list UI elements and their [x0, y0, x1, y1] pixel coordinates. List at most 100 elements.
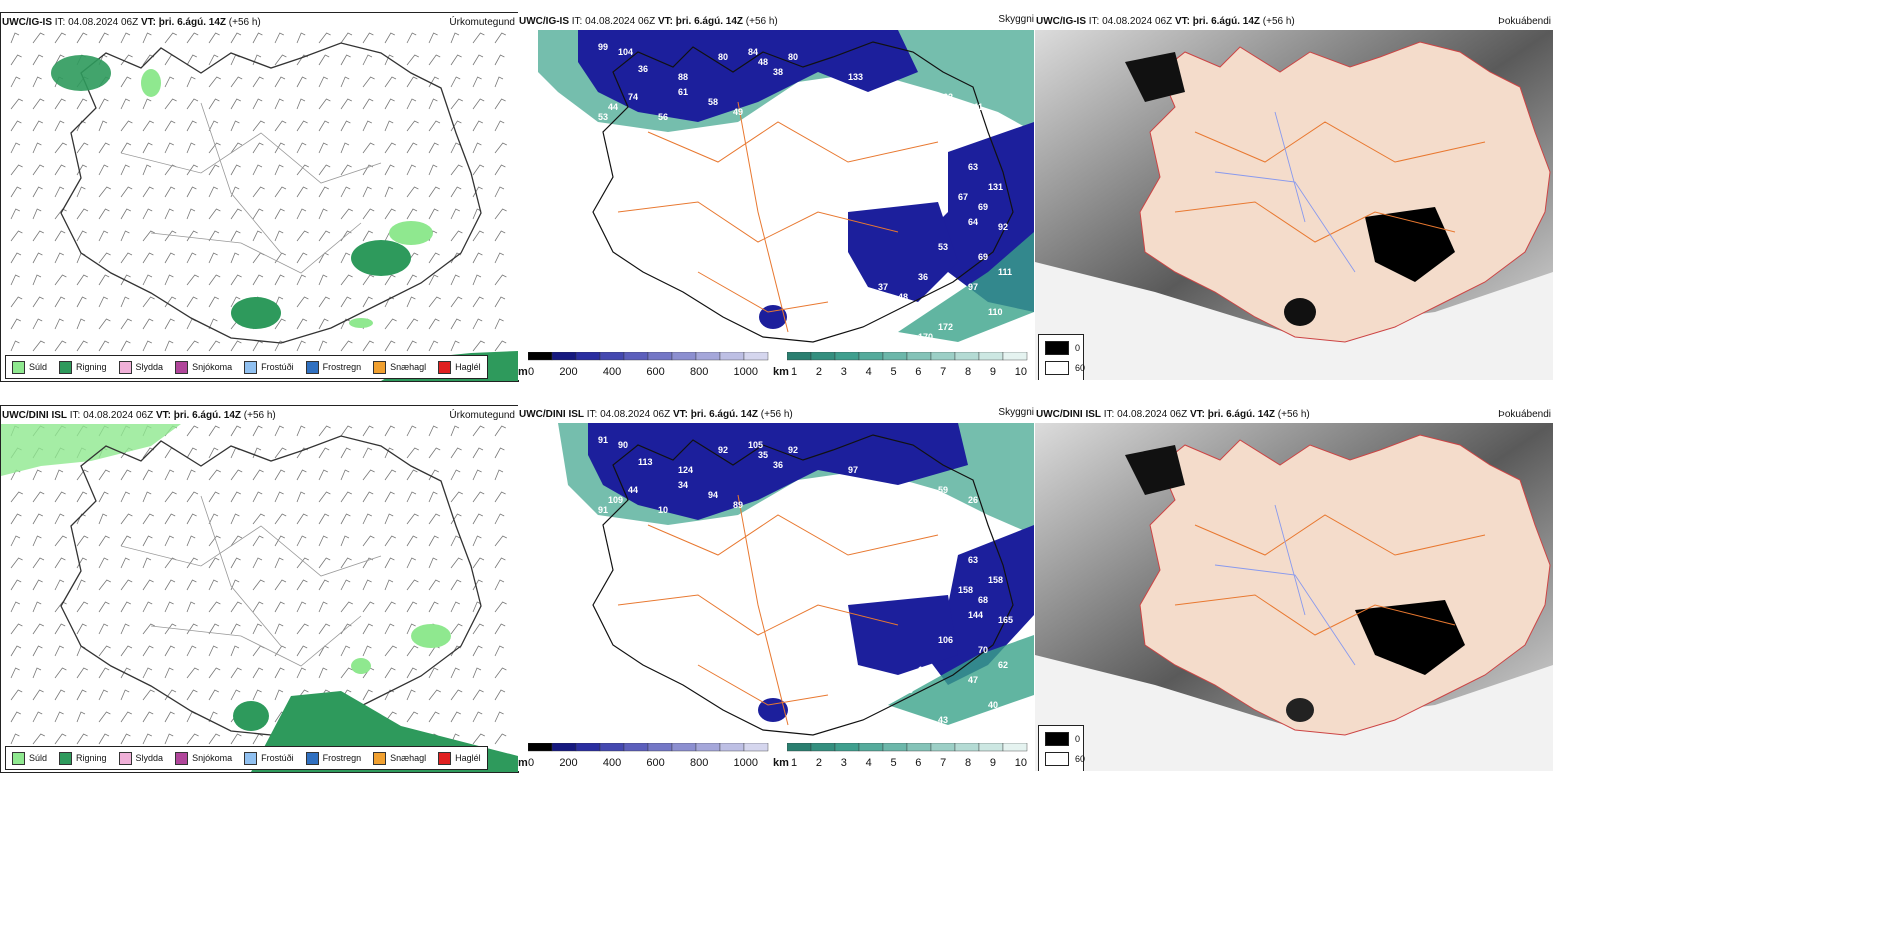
wind-barb — [472, 447, 484, 459]
wind-barb — [450, 340, 460, 352]
wind-barb — [120, 623, 130, 635]
wind-barb — [54, 469, 64, 481]
legend-label: Frostúði — [261, 362, 294, 372]
wind-barb — [186, 230, 198, 242]
wind-barb — [450, 142, 461, 154]
wind-barb — [494, 601, 507, 613]
legend-swatch — [59, 360, 73, 374]
cloud-base-label: 49 — [733, 107, 744, 117]
wind-barb — [54, 32, 66, 44]
wind-barb — [32, 711, 43, 723]
wind-barb — [362, 513, 372, 525]
colorbar-segment — [1002, 743, 1028, 752]
colorbar-segment — [671, 743, 697, 752]
cloud-base-label: 58 — [708, 97, 719, 107]
wind-barb — [472, 252, 483, 264]
wind-barb — [252, 164, 263, 176]
wind-barb — [472, 32, 485, 44]
cloud-base-label: 106 — [938, 635, 954, 645]
wind-barb — [428, 164, 438, 176]
wind-barb — [230, 76, 243, 88]
wind-barb — [406, 601, 418, 613]
wind-barb — [186, 296, 198, 308]
legend-label: Haglél — [455, 362, 481, 372]
wind-barb — [120, 557, 130, 569]
vis-km-ticks: 1 2 3 4 5 6 7 8 9 10 — [791, 757, 1027, 769]
cloud-base-label: 108 — [918, 665, 934, 675]
precip-header-top: UWC/IG-IS IT: 04.08.2024 06Z VT: þri. 6.… — [2, 17, 261, 28]
colorbar-segment — [671, 352, 697, 361]
wind-barb — [10, 513, 22, 525]
wind-barb — [252, 513, 265, 525]
wind-barb — [428, 252, 440, 264]
cloud-base-label: 158 — [988, 575, 1004, 585]
cloud-base-label: 69 — [978, 252, 989, 262]
fog-legend-top: 0 60 — [1038, 334, 1085, 380]
colorbar-segment — [599, 743, 625, 752]
vis-km-ticks: 1 2 3 4 5 6 7 8 9 10 — [791, 366, 1027, 378]
wind-barb — [98, 296, 108, 308]
wind-barb — [32, 186, 43, 198]
wind-barb — [98, 252, 111, 264]
cloud-base-label: 74 — [628, 92, 639, 102]
fog-header-top: UWC/IG-IS IT: 04.08.2024 06Z VT: þri. 6.… — [1036, 16, 1295, 27]
wind-barb — [32, 623, 44, 635]
wind-barb — [54, 54, 65, 66]
wind-barb — [472, 469, 482, 481]
wind-barb — [274, 142, 285, 154]
cloud-base-label: 112 — [908, 495, 923, 505]
colorbar-segment — [906, 352, 932, 361]
fog-legend-swatch — [1045, 361, 1069, 375]
wind-barb — [98, 469, 110, 481]
cloud-base-label: 141 — [968, 102, 984, 112]
wind-barb — [10, 340, 20, 352]
cloud-base-label: 47 — [968, 675, 979, 685]
wind-barb — [296, 98, 306, 110]
wind-barb — [384, 689, 395, 701]
wind-barb — [252, 535, 264, 547]
wind-barb — [120, 76, 132, 88]
wind-barb — [98, 186, 111, 198]
wind-barb — [494, 513, 505, 525]
wind-barb — [10, 645, 22, 657]
wind-barb — [494, 76, 504, 88]
wind-barb — [54, 318, 64, 330]
wind-barb — [472, 425, 485, 437]
wind-barb — [406, 186, 419, 198]
wind-barb — [340, 208, 353, 220]
fog-map-top — [1035, 30, 1553, 380]
wind-barb — [406, 164, 416, 176]
wind-barb — [428, 425, 438, 437]
wind-barb — [120, 513, 133, 525]
wind-barb — [428, 557, 438, 569]
wind-barb — [450, 76, 461, 88]
wind-barb — [186, 32, 199, 44]
wind-barb — [274, 296, 284, 308]
wind-barb — [406, 208, 418, 220]
wind-barb — [274, 208, 285, 220]
cloud-base-label: 56 — [658, 112, 669, 122]
wind-barb — [252, 120, 265, 132]
colorbar-segment — [575, 743, 601, 752]
wind-barb — [252, 186, 265, 198]
wind-barb — [494, 318, 504, 330]
wind-barb — [98, 120, 108, 132]
colorbar-segment — [528, 352, 553, 361]
wind-barb — [208, 557, 220, 569]
wind-barb — [32, 54, 44, 66]
colorbar-tick: 10 — [1014, 757, 1027, 769]
visibility-title-top: Skyggni — [998, 14, 1034, 25]
wind-barb — [142, 274, 153, 286]
wind-barb — [274, 491, 284, 503]
cloud-base-label: 89 — [733, 500, 744, 510]
wind-barb — [186, 447, 197, 459]
wind-barb — [230, 645, 240, 657]
wind-barb — [384, 76, 397, 88]
wind-barb — [10, 32, 20, 44]
wind-barb — [10, 164, 23, 176]
wind-barb — [98, 535, 110, 547]
colorbar-segment — [743, 352, 769, 361]
wind-barb — [186, 252, 197, 264]
wind-barb — [406, 274, 417, 286]
cloud-base-label: 158 — [958, 585, 974, 595]
